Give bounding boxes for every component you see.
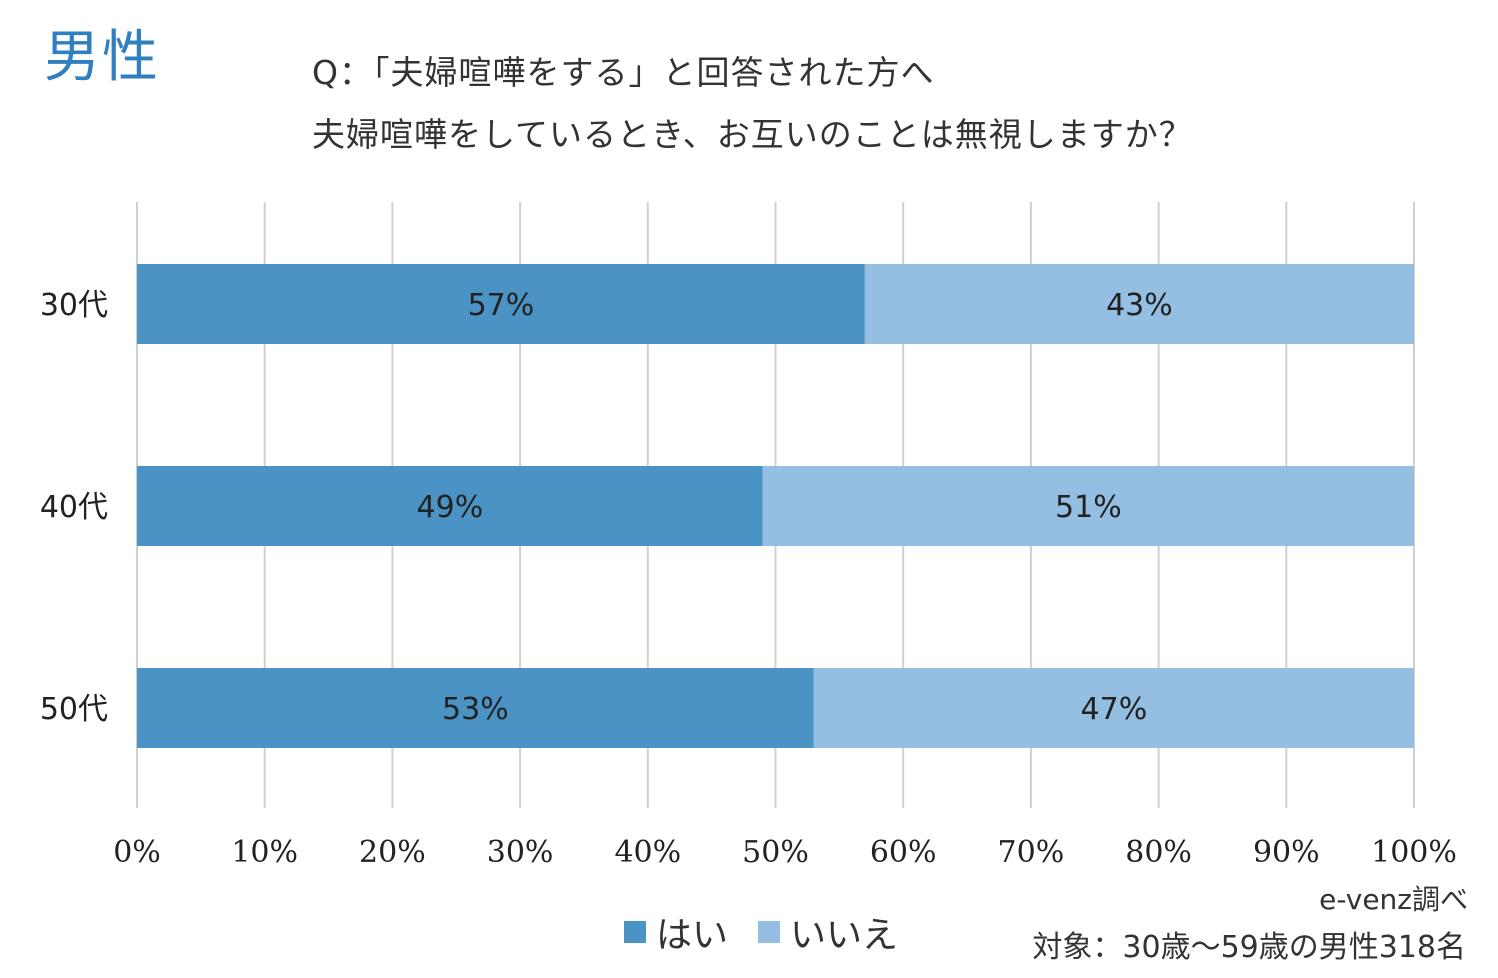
bar-value-label: 51%	[1055, 490, 1122, 525]
legend-swatch-yes	[624, 921, 646, 943]
x-tick-label: 20%	[359, 835, 426, 870]
legend-label-yes: はい	[656, 915, 729, 956]
category-label: 50代	[40, 692, 108, 727]
bar-value-label: 47%	[1081, 692, 1148, 727]
legend: はい いいえ	[624, 906, 928, 958]
x-tick-label: 80%	[1125, 835, 1192, 870]
bar-value-label: 57%	[468, 288, 535, 323]
question-line-2: 夫婦喧嘩をしているとき、お互いのことは無視しますか？	[312, 115, 1193, 154]
legend-swatch-no	[758, 921, 781, 943]
bar-segment	[762, 466, 1414, 546]
bar-value-label: 49%	[417, 490, 484, 525]
gender-label: 男性	[44, 25, 160, 90]
legend-label-no: いいえ	[790, 915, 899, 956]
bar-segment	[813, 668, 1414, 748]
bar-segment	[864, 264, 1414, 344]
x-tick-label: 100%	[1371, 835, 1457, 870]
bar-value-label: 53%	[442, 692, 509, 727]
x-tick-label: 40%	[614, 835, 681, 870]
x-tick-labels: 0% 10% 20% 30% 40% 50% 60% 70% 80% 90% 100%	[113, 835, 1457, 870]
question-text: Q：「夫婦喧嘩をする」と回答された方へ 夫婦喧嘩をしているとき、お互いのことは無…	[312, 42, 1193, 166]
survey-note: 対象：30歳～59歳の男性318名	[1032, 930, 1466, 965]
x-tick-label: 90%	[1253, 835, 1320, 870]
bar-segment	[137, 264, 865, 344]
question-line-1: Q：「夫婦喧嘩をする」と回答された方へ	[312, 53, 935, 92]
x-tick-label: 50%	[742, 835, 809, 870]
x-tick-label: 30%	[487, 835, 554, 870]
data-labels: 57% 43% 49% 51% 53% 47%	[417, 288, 1173, 727]
x-tick-label: 0%	[113, 835, 161, 870]
bars	[137, 264, 1414, 748]
x-tick-label: 70%	[998, 835, 1065, 870]
bar-segment	[137, 466, 763, 546]
legend-item-no: いいえ	[758, 906, 898, 958]
bar-segment	[137, 668, 814, 748]
category-labels: 30代 40代 50代	[40, 288, 108, 727]
category-label: 40代	[40, 490, 108, 525]
category-label: 30代	[40, 288, 108, 323]
x-tick-label: 60%	[870, 835, 937, 870]
bar-value-label: 43%	[1106, 288, 1173, 323]
legend-item-yes: はい	[624, 906, 728, 958]
source-credit: e-venz調べ	[1319, 883, 1468, 916]
x-tick-label: 10%	[231, 835, 298, 870]
